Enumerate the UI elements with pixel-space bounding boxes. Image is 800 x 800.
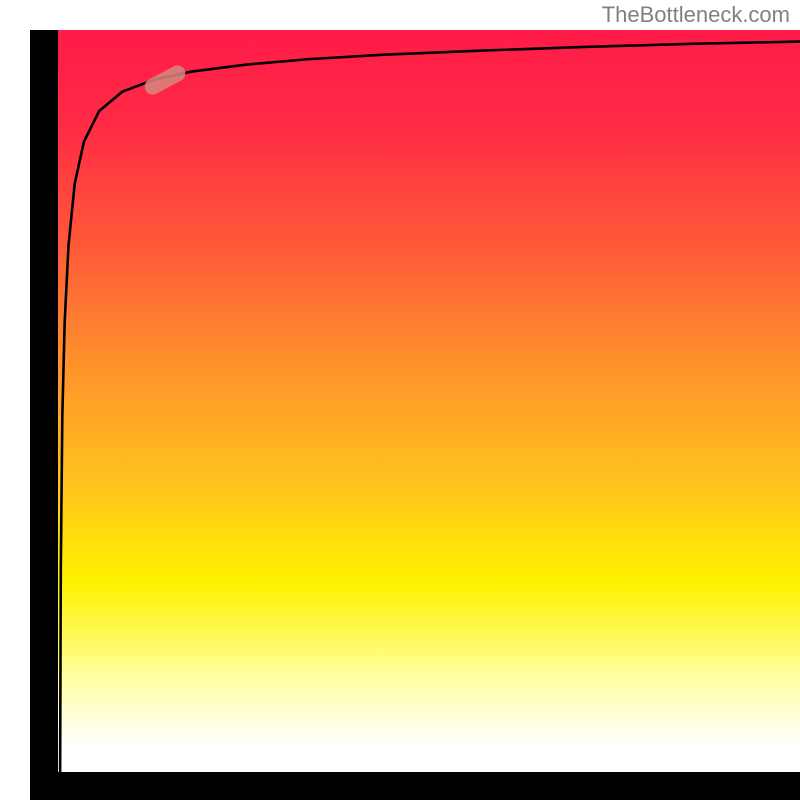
chart-container: { "watermark": { "text": "TheBottleneck.… — [0, 0, 800, 800]
curve-line — [30, 30, 800, 800]
watermark-text: TheBottleneck.com — [602, 2, 790, 28]
plot-area — [30, 30, 800, 800]
